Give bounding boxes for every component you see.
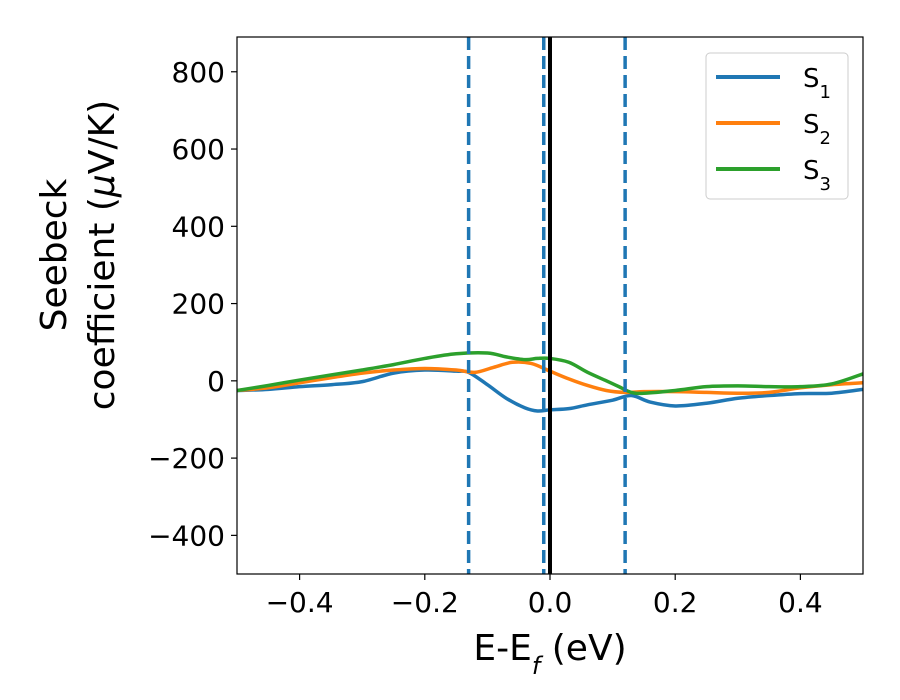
vertical-lines xyxy=(466,37,627,574)
x-tick-label: −0.4 xyxy=(266,586,334,619)
y-axis-label-line1: Seebeck xyxy=(34,178,75,331)
x-axis-label: E-Ef (eV) xyxy=(473,628,626,680)
series-line-s3 xyxy=(237,351,863,396)
y-tick-label: 800 xyxy=(172,56,225,89)
x-tick-label: 0.2 xyxy=(653,586,698,619)
legend-label-s3: S3 xyxy=(803,156,831,195)
x-tick-label: 0.4 xyxy=(778,586,823,619)
y-tick-label: 600 xyxy=(172,133,225,166)
y-tick-label: 200 xyxy=(172,288,225,321)
x-tick-label: 0.0 xyxy=(528,586,573,619)
y-axis-ticks: −400 −200 0 200 400 600 800 xyxy=(148,56,237,552)
legend-label-s2: S2 xyxy=(803,110,831,149)
y-tick-label: 0 xyxy=(207,365,225,398)
y-tick-label: −400 xyxy=(148,519,225,552)
legend-label-s1: S1 xyxy=(803,64,831,103)
x-axis-ticks: −0.4 −0.2 0.0 0.2 0.4 xyxy=(266,574,823,619)
y-tick-label: −200 xyxy=(148,442,225,475)
legend: S1 S2 S3 xyxy=(705,52,849,200)
legend-box xyxy=(705,52,849,200)
y-axis-label: Seebeck coefficient (μV/K) xyxy=(34,100,123,410)
x-tick-label: −0.2 xyxy=(391,586,459,619)
y-tick-label: 400 xyxy=(172,210,225,243)
y-axis-label-line2: coefficient (μV/K) xyxy=(82,100,123,410)
